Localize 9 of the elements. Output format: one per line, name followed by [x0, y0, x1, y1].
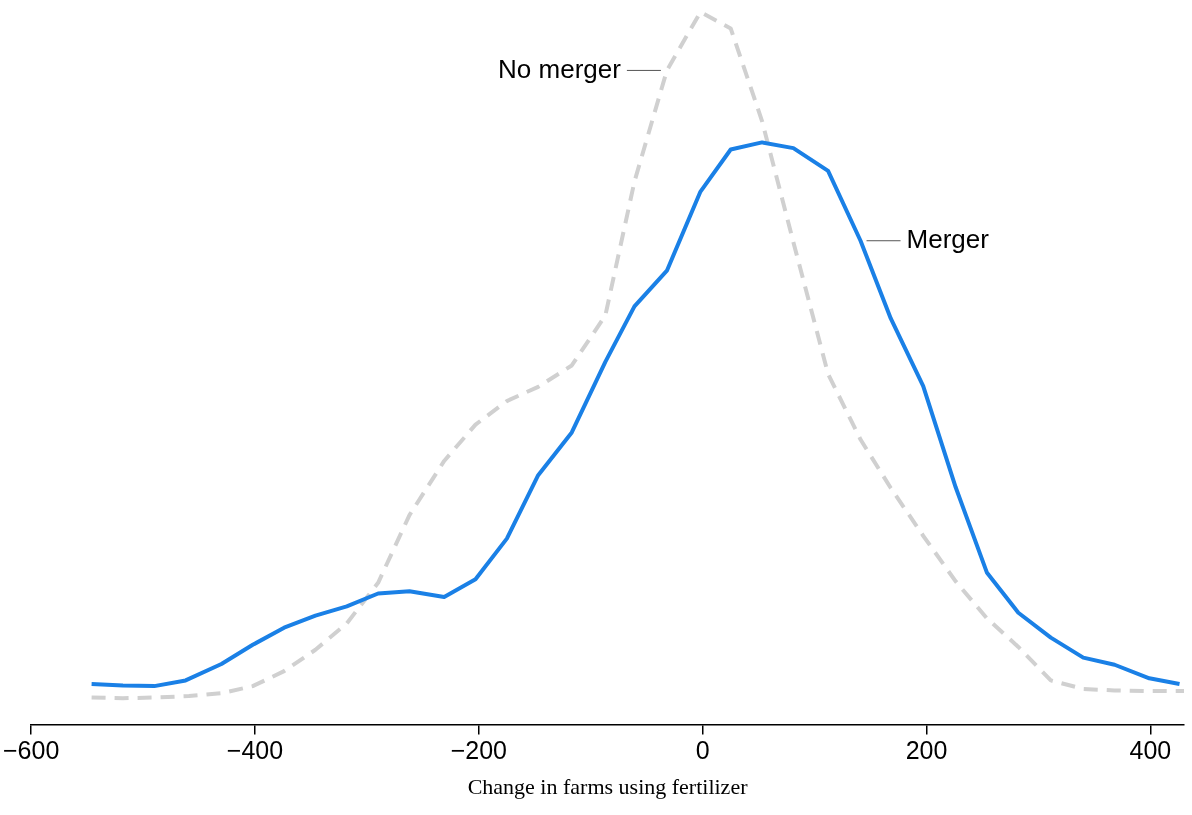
x-tick-label: 200 [905, 736, 948, 765]
series-label: Merger [906, 223, 990, 254]
x-tick-label: −200 [450, 736, 508, 765]
x-tick-label: 400 [1129, 736, 1172, 765]
x-tick-label: 0 [695, 736, 710, 765]
x-tick-label: −600 [3, 736, 60, 765]
x-tick-label: −400 [226, 736, 284, 765]
x-axis-title: Change in farms using fertilizer [467, 773, 749, 799]
series-label: No merger [498, 53, 622, 84]
